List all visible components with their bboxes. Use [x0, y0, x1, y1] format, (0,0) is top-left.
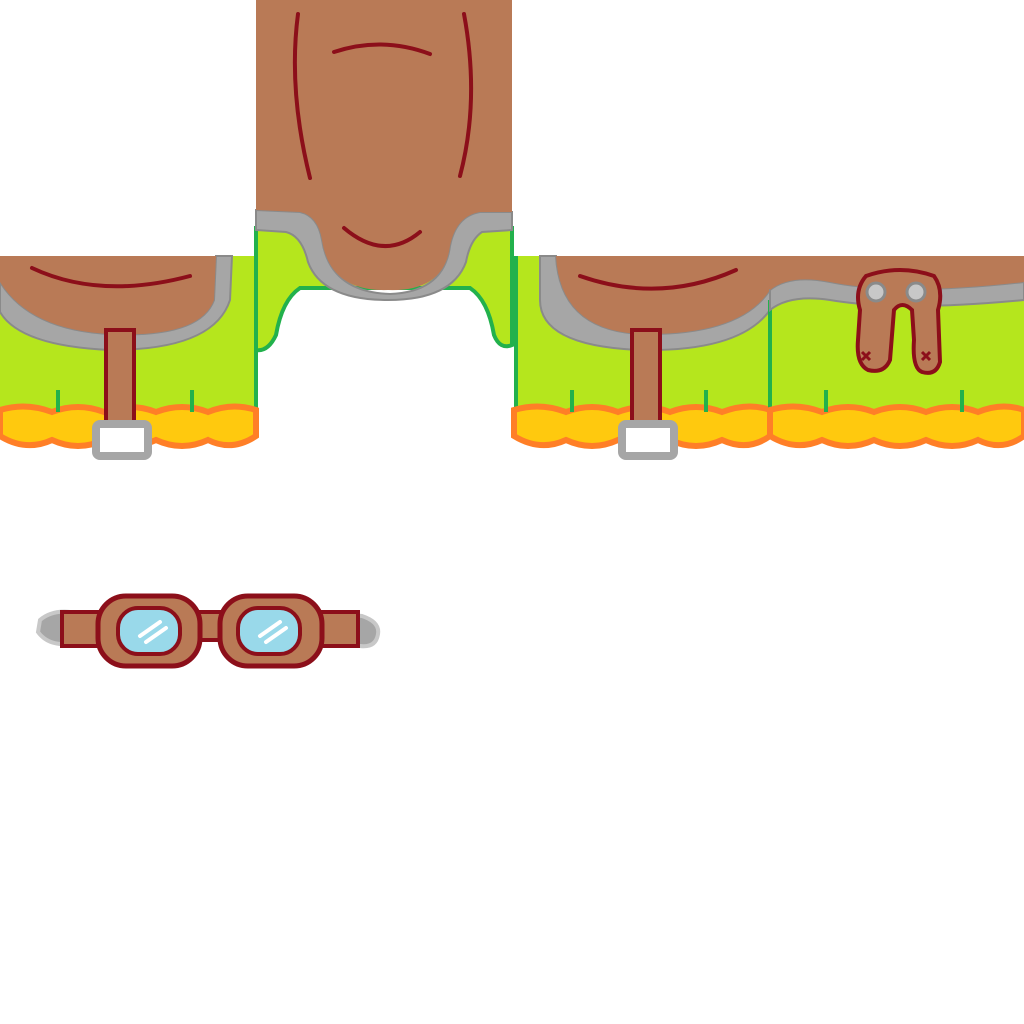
left-buckle	[92, 420, 152, 460]
torso-front-panel	[254, 0, 514, 353]
right-leather	[556, 256, 770, 335]
torso-leather	[256, 0, 512, 291]
right-buckle	[618, 420, 678, 460]
left-belt-strap	[104, 328, 136, 432]
torso-crease-bottom	[342, 226, 422, 248]
goggles-icon	[35, 593, 381, 669]
back-panel	[767, 256, 1024, 449]
torso-crease-left	[292, 12, 312, 180]
torso-crease-top	[332, 42, 432, 56]
torso-trim	[255, 208, 513, 302]
back-hem	[767, 403, 1024, 449]
torso-crease-right	[458, 12, 474, 178]
right-belt-strap	[630, 328, 662, 432]
left-side-panel	[0, 255, 259, 460]
back-strap-rivet-right	[905, 281, 927, 303]
right-side-panel	[511, 255, 773, 460]
back-strap-rivet-left	[865, 281, 887, 303]
